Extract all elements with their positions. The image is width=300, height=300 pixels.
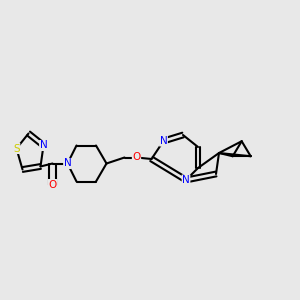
Text: S: S [13, 143, 20, 154]
Text: O: O [48, 179, 57, 190]
Text: N: N [40, 140, 47, 151]
Text: N: N [64, 158, 71, 169]
Text: O: O [132, 152, 141, 163]
Text: N: N [160, 136, 167, 146]
Text: N: N [182, 175, 190, 185]
